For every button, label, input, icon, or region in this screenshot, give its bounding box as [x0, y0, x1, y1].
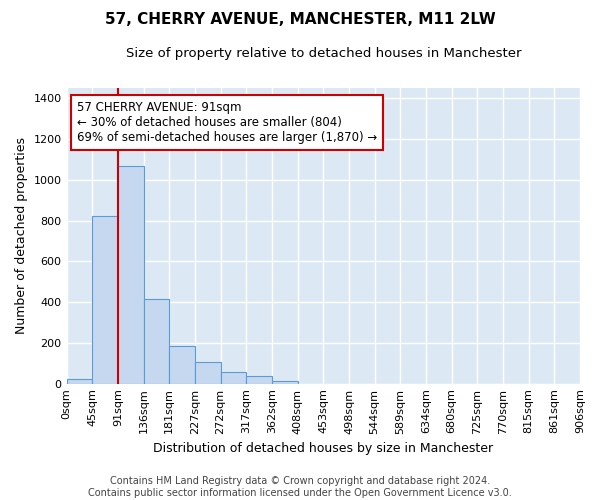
Text: 57, CHERRY AVENUE, MANCHESTER, M11 2LW: 57, CHERRY AVENUE, MANCHESTER, M11 2LW	[104, 12, 496, 28]
Text: 57 CHERRY AVENUE: 91sqm
← 30% of detached houses are smaller (804)
69% of semi-d: 57 CHERRY AVENUE: 91sqm ← 30% of detache…	[77, 102, 377, 144]
Bar	[246, 376, 272, 384]
Bar	[221, 372, 246, 384]
Bar	[143, 299, 169, 384]
X-axis label: Distribution of detached houses by size in Manchester: Distribution of detached houses by size …	[153, 442, 493, 455]
Bar	[92, 216, 118, 384]
Title: Size of property relative to detached houses in Manchester: Size of property relative to detached ho…	[125, 48, 521, 60]
Bar	[118, 166, 143, 384]
Text: Contains HM Land Registry data © Crown copyright and database right 2024.
Contai: Contains HM Land Registry data © Crown c…	[88, 476, 512, 498]
Bar	[67, 378, 92, 384]
Y-axis label: Number of detached properties: Number of detached properties	[15, 138, 28, 334]
Bar	[169, 346, 195, 384]
Bar	[272, 380, 298, 384]
Bar	[195, 362, 221, 384]
